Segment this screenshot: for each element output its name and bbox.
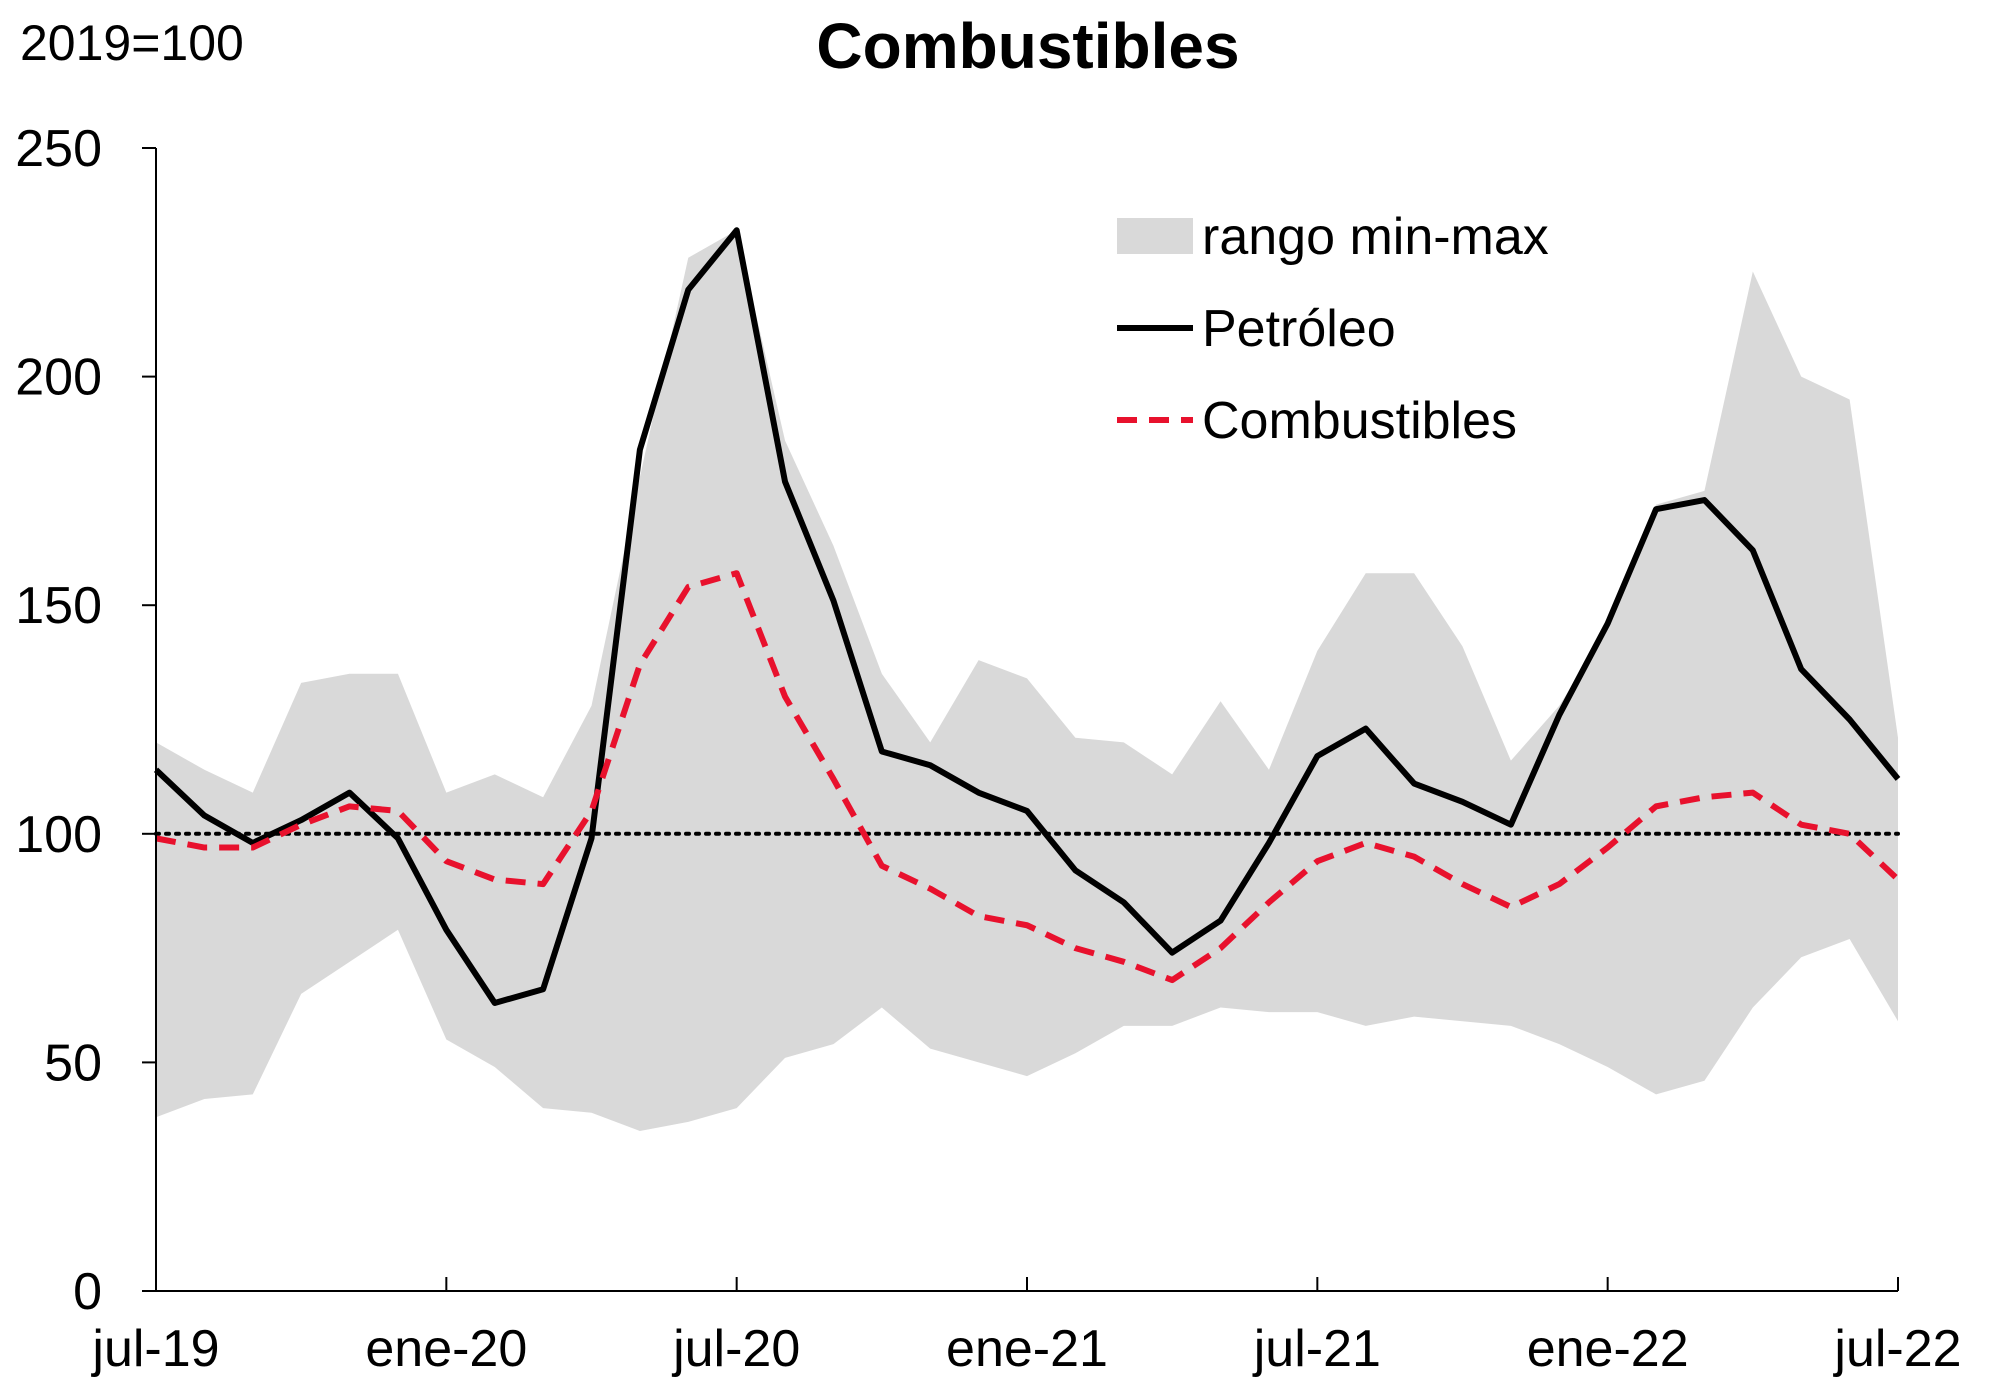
y-tick-label: 200 xyxy=(15,349,102,407)
legend-label: Petróleo xyxy=(1202,300,1396,358)
axes: 0 50 100 150 200 250 jul-19 ene-20 jul-20 ene-21 j… xyxy=(15,120,1961,1378)
legend-label: Combustibles xyxy=(1202,392,1517,450)
x-tick-label: jul-21 xyxy=(1252,1320,1381,1378)
y-tick-label: 100 xyxy=(15,806,102,864)
legend: rango min-max Petróleo Combustibles xyxy=(1117,208,1549,450)
x-tick-label: ene-22 xyxy=(1527,1320,1689,1378)
x-tick-label: ene-20 xyxy=(365,1320,527,1378)
series-line-combustibles xyxy=(155,570,1901,984)
y-tick-label: 0 xyxy=(73,1263,102,1321)
y-tick-label: 250 xyxy=(15,120,102,178)
x-tick-label: jul-19 xyxy=(90,1320,219,1378)
y-tick-label: 150 xyxy=(15,577,102,635)
series-line-petroleo xyxy=(153,227,1901,1006)
legend-swatch-band xyxy=(1117,218,1193,254)
series-band-min-max xyxy=(156,230,1898,1131)
x-tick-label: ene-21 xyxy=(946,1320,1108,1378)
unit-label: 2019=100 xyxy=(20,15,244,71)
x-tick-label: jul-20 xyxy=(671,1320,800,1378)
plot-area xyxy=(153,227,1901,1131)
x-tick-label: jul-22 xyxy=(1832,1320,1961,1378)
chart-title: Combustibles xyxy=(816,10,1239,82)
legend-label: rango min-max xyxy=(1202,208,1549,266)
y-tick-label: 50 xyxy=(44,1034,102,1092)
